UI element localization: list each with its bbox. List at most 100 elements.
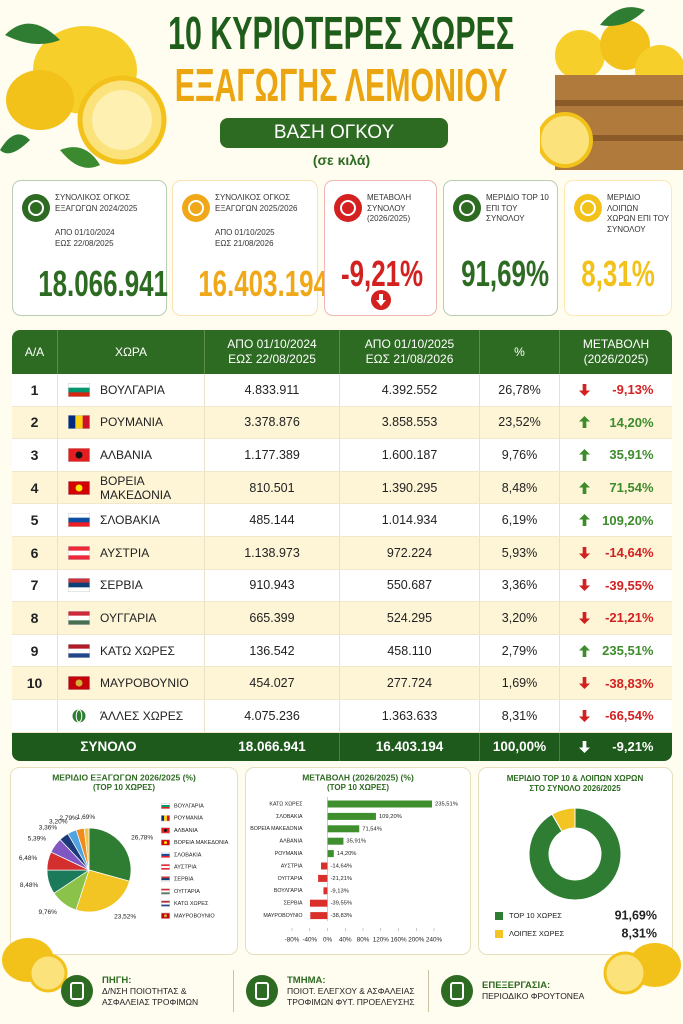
flag-border: [68, 643, 90, 658]
bar-value-label: 35,91%: [346, 839, 366, 845]
x-tick-label: 160%: [390, 937, 407, 944]
rank-cell: 2: [12, 406, 58, 439]
column-header: ΜΕΤΑΒΟΛΗ (2026/2025): [560, 330, 672, 374]
volume-2025-2026: 1.363.633: [340, 700, 480, 732]
column-header: %: [480, 330, 560, 374]
bar-value-label: -39,55%: [331, 901, 353, 907]
volume-2024-2025: 810.501: [205, 471, 340, 504]
pie-label: 1,69%: [77, 814, 96, 821]
column-header-line: ΑΠΟ 01/10/2025: [364, 337, 455, 351]
footer-label: ΕΠΕΞΕΡΓΑΣΙΑ:: [482, 980, 551, 991]
rank-cell: 1: [12, 374, 58, 406]
share: 5,93%: [480, 537, 560, 569]
footer-separator: [428, 970, 429, 1012]
volume-2025-2026: 1.390.295: [340, 471, 480, 504]
icon-circle: [22, 194, 50, 222]
donut-slice: [551, 807, 576, 833]
flag-border: [68, 382, 90, 397]
kpi-label: ΜΕΤΑΒΟΛΗ ΣΥΝΟΛΟΥ (2026/2025): [367, 193, 411, 225]
change-cell: -39,55%: [560, 570, 672, 602]
volume-2024-2025: 4.833.911: [205, 374, 340, 406]
bar-category-label: ΣΕΡΒΙΑ: [284, 901, 303, 907]
pie-label: 9,76%: [39, 909, 58, 916]
lemon-decoration: [2, 938, 68, 993]
flag-icon: [68, 676, 90, 691]
chart-subtitle: (TOP 10 ΧΩΡΕΣ): [327, 783, 389, 792]
flag-icon: [68, 382, 90, 397]
volume-2024-2025: 4.075.236: [205, 700, 340, 732]
total-volume-2024-2025: 18.066.941: [205, 732, 340, 761]
country-cell: ΆΛΛΕΣ ΧΩΡΕΣ: [58, 700, 205, 732]
bar: [310, 912, 328, 920]
flag-border: [68, 480, 90, 495]
country: ΟΥΓΓΑΡΙΑ: [100, 610, 157, 625]
arrow-shape: [578, 740, 590, 753]
flag-border: [161, 876, 170, 883]
flag-icon: [161, 888, 170, 895]
kpi-label-line: ΜΕΡΙΔΙΟ TOP 10: [486, 193, 549, 202]
kpi-value: 18.066.941: [38, 263, 168, 304]
arrow-shape: [578, 546, 590, 559]
footer-icon: [246, 975, 278, 1007]
kpi-trend: [370, 290, 391, 310]
bar-category-label: ΑΛΒΑΝΙΑ: [280, 839, 303, 845]
flag-stripe: [68, 545, 90, 551]
pie-chart: ΜΕΡΙΔΙΟ ΕΞΑΓΩΓΩΝ 2026/2025 (%)(TOP 10 ΧΩ…: [19, 772, 229, 920]
footer-line: ΠΕΡΙΟΔΙΚΟ ΦΡΟΥΤΟΝΕΑ: [482, 991, 585, 1001]
flag-border: [68, 578, 90, 593]
icon-glyph: [340, 200, 356, 216]
legend-label: ΣΕΡΒΙΑ: [174, 877, 194, 883]
kpi-label-line: ΕΠΙ ΤΟΥ ΣΥΝΟΛΟΥ: [486, 203, 525, 224]
flag-stripe: [68, 392, 90, 397]
country-cell: ΑΛΒΑΝΙΑ: [58, 439, 205, 471]
table-row: 2 ΡΟΥΜΑΝΙΑ 3.378.876 3.858.553 23,52% 14,20%: [12, 406, 672, 440]
flag-stripe: [68, 522, 90, 528]
kpi-label: ΜΕΡΙΔΙΟ TOP 10 ΕΠΙ ΤΟΥ ΣΥΝΟΛΟΥ: [486, 193, 557, 225]
column-header-line: (2026/2025): [583, 352, 649, 366]
share: 3,20%: [480, 602, 560, 634]
pie-label: 6,48%: [19, 855, 38, 862]
flag-stripe: [161, 904, 170, 907]
column-header-line: ΕΩΣ 21/08/2026: [365, 352, 454, 366]
flag-icon: [68, 415, 90, 430]
bar-category-label: ΑΥΣΤΡΙΑ: [281, 863, 303, 869]
chart-title: ΜΕΡΙΔΙΟ ΕΞΑΓΩΓΩΝ 2026/2025 (%): [52, 772, 196, 782]
table-row: ΆΛΛΕΣ ΧΩΡΕΣ 4.075.236 1.363.633 8,31% -66,54…: [12, 700, 672, 733]
rank-cell: 5: [12, 504, 58, 536]
kpi-card: ΜΕΡΙΔΙΟ ΛΟΙΠΩΝ ΧΩΡΩΝ ΕΠΙ ΤΟΥ ΣΥΝΟΛΟΥ 8,31%: [564, 180, 672, 316]
total-label: ΣΥΝΟΛΟ: [80, 739, 137, 755]
kpi-label-line: ΕΞΑΓΩΓΩΝ 2024/2025: [55, 203, 138, 213]
arrow-shape: [578, 709, 590, 722]
arrow-shape: [578, 644, 590, 657]
total-share: 100,00%: [480, 732, 560, 761]
flag-emblem: [75, 451, 83, 459]
flag-border: [161, 815, 170, 822]
share: 8,31%: [480, 700, 560, 732]
table-row: 5 ΣΛΟΒΑΚΙΑ 485.144 1.014.934 6,19% 109,20%: [12, 504, 672, 537]
column-header-text: ΧΩΡΑ: [114, 344, 148, 359]
change-value: -39,55%: [605, 577, 654, 593]
kpi-period-line: ΑΠΟ 01/10/2025: [215, 228, 275, 237]
bar-value-label: -9,13%: [331, 888, 349, 894]
volume-2025-2026: 458.110: [340, 634, 480, 667]
flag-stripe: [161, 900, 170, 903]
flag-stripe: [161, 803, 170, 806]
country: ΑΛΒΑΝΙΑ: [100, 447, 153, 462]
flag-border: [68, 610, 90, 625]
volume-2024-2025: 485.144: [205, 504, 340, 536]
volume-2025-2026: 1.600.187: [340, 439, 480, 471]
flag-stripe: [68, 513, 90, 519]
footer-line: ΑΣΦΑΛΕΙΑΣ ΤΡΟΦΙΜΩΝ: [102, 996, 199, 1007]
flag-stripe: [68, 615, 90, 621]
legend-value: 91,69%: [615, 908, 657, 922]
bar-chart: ΜΕΤΑΒΟΛΗ (2026/2025) (%)(TOP 10 ΧΩΡΕΣ) ΚΑ…: [250, 772, 458, 944]
kpi-card: ΣΥΝΟΛΙΚΟΣ ΟΓΚΟΣ ΕΞΑΓΩΓΩΝ 2025/2026 ΑΠΟ 01/…: [172, 180, 328, 316]
donut-slice: [528, 807, 622, 901]
rank: 8: [30, 609, 39, 626]
bar-value-label: 14,20%: [337, 851, 357, 857]
flag-stripe: [161, 868, 170, 870]
legend-label: ΑΛΒΑΝΙΑ: [174, 828, 198, 834]
rank: 3: [30, 446, 39, 463]
rank: 9: [30, 642, 39, 659]
change-value: 14,20%: [609, 414, 654, 430]
